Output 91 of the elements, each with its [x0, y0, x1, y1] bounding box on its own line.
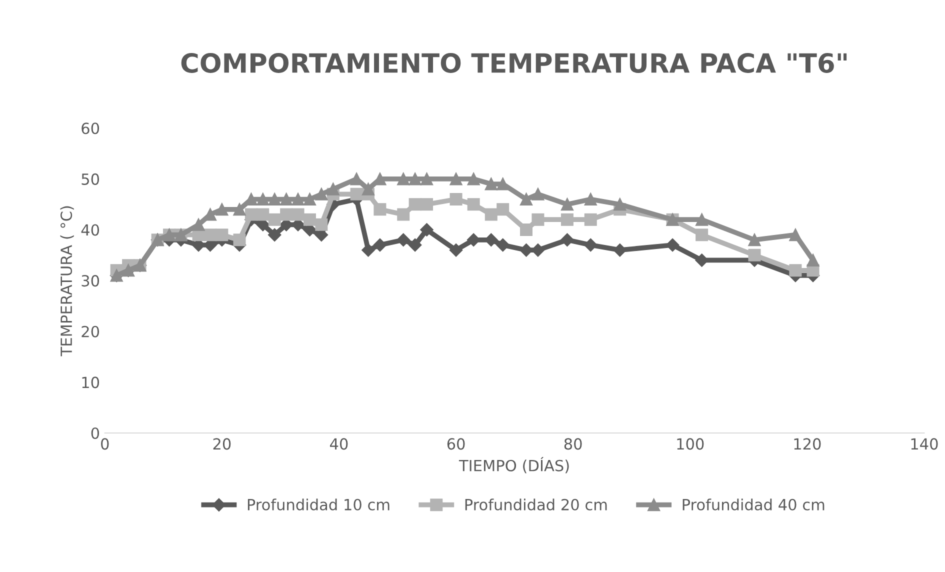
point: [613, 243, 626, 257]
point: [233, 234, 246, 246]
point: [560, 233, 574, 247]
point: [532, 188, 544, 200]
point: [303, 213, 316, 226]
point: [373, 238, 387, 252]
y-tick-label: 0: [91, 427, 100, 440]
point: [467, 172, 480, 186]
point: [532, 213, 544, 226]
point: [268, 228, 282, 242]
point: [408, 198, 422, 211]
point: [520, 243, 533, 257]
x-axis-title: TIEMPO (DÍAS): [458, 457, 569, 474]
point: [420, 172, 434, 186]
point: [520, 193, 533, 206]
point: [192, 218, 205, 231]
point: [374, 203, 386, 216]
point: [216, 203, 228, 216]
chart-title: COMPORTAMIENTO TEMPERATURA PACA "T6": [181, 52, 847, 73]
point: [303, 193, 316, 206]
point: [450, 172, 462, 186]
point: [256, 208, 270, 221]
x-tick-label: 60: [447, 438, 465, 450]
point: [315, 188, 328, 200]
point: [584, 238, 598, 252]
y-tick-label: 10: [82, 376, 100, 388]
x-tick-label: 40: [330, 438, 348, 450]
point: [244, 208, 258, 221]
point: [584, 213, 597, 226]
point: [484, 233, 498, 247]
point: [204, 228, 216, 242]
x-tick-label: 100: [677, 438, 704, 450]
point: [420, 223, 434, 236]
point: [806, 254, 820, 266]
point: [408, 238, 422, 252]
point: [496, 238, 510, 252]
legend-label: Profundidad 20 cm: [465, 498, 607, 510]
x-tick-label: 0: [101, 438, 109, 450]
point: [520, 224, 533, 236]
y-tick-label: 30: [82, 275, 100, 287]
point: [280, 193, 293, 206]
point: [292, 208, 304, 221]
point: [696, 213, 708, 226]
point: [315, 218, 328, 231]
x-tick-label: 20: [213, 438, 231, 450]
point: [696, 228, 708, 242]
point: [326, 182, 340, 196]
y-tick-label: 60: [82, 122, 100, 134]
point: [420, 198, 434, 211]
point: [748, 234, 761, 246]
point: [396, 233, 410, 247]
point: [467, 233, 480, 247]
legend-label: Profundidad 10 cm: [248, 498, 390, 510]
point: [268, 193, 281, 206]
point: [362, 182, 374, 196]
y-tick-label: 40: [81, 224, 100, 236]
point: [695, 254, 708, 267]
point: [350, 188, 363, 200]
point: [789, 264, 802, 277]
point: [256, 193, 270, 206]
legend-label: Profundidad 40 cm: [682, 498, 824, 510]
point: [560, 198, 574, 211]
point: [531, 243, 545, 257]
point: [614, 198, 626, 211]
point: [450, 193, 462, 206]
point: [748, 248, 761, 262]
y-tick-label: 20: [82, 326, 100, 338]
point: [560, 213, 574, 226]
point: [449, 243, 463, 257]
y-axis-title: TEMPERATURA ( °C): [60, 206, 74, 356]
point: [496, 178, 510, 190]
x-tick-label: 140: [911, 438, 938, 450]
point: [362, 243, 375, 257]
point: [397, 172, 410, 186]
point: [397, 208, 410, 221]
x-tick-label: 120: [794, 438, 821, 450]
point: [216, 228, 228, 242]
point: [233, 203, 246, 216]
point: [268, 213, 281, 226]
point: [408, 172, 422, 186]
point: [292, 193, 304, 206]
x-tick-label: 80: [564, 438, 582, 450]
point: [484, 178, 498, 190]
point: [666, 238, 680, 252]
point: [484, 208, 498, 221]
y-tick-label: 50: [82, 173, 100, 185]
point: [584, 193, 597, 206]
point: [467, 198, 480, 211]
point: [280, 208, 293, 221]
point: [789, 228, 802, 242]
point: [496, 203, 510, 216]
